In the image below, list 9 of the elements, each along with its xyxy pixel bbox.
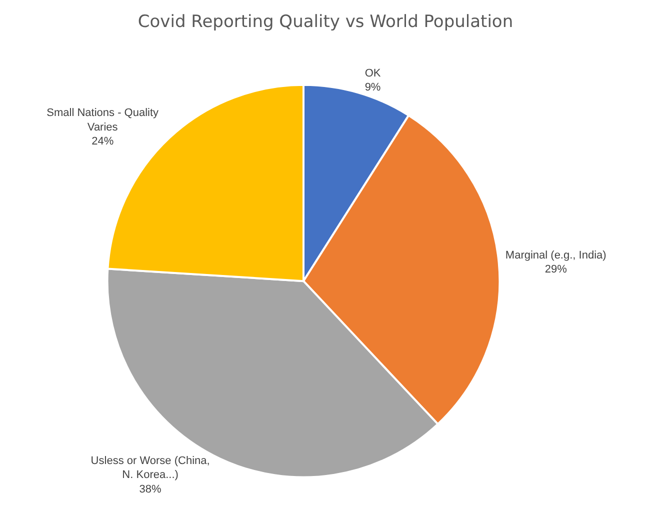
slice-label: Small Nations - Quality Varies <box>46 106 160 134</box>
data-label: 9% <box>364 82 381 94</box>
data-label: 38% <box>139 484 162 496</box>
data-label: 29% <box>544 264 568 276</box>
slice-label: Marginal (e.g., India) <box>505 249 606 262</box>
chart-title: Covid Reporting Quality vs World Population <box>138 12 514 32</box>
slice-label: OK <box>364 67 382 80</box>
data-label: 24% <box>92 136 114 148</box>
slice-label: Usless or Worse (China, N. Korea...) <box>90 454 210 482</box>
